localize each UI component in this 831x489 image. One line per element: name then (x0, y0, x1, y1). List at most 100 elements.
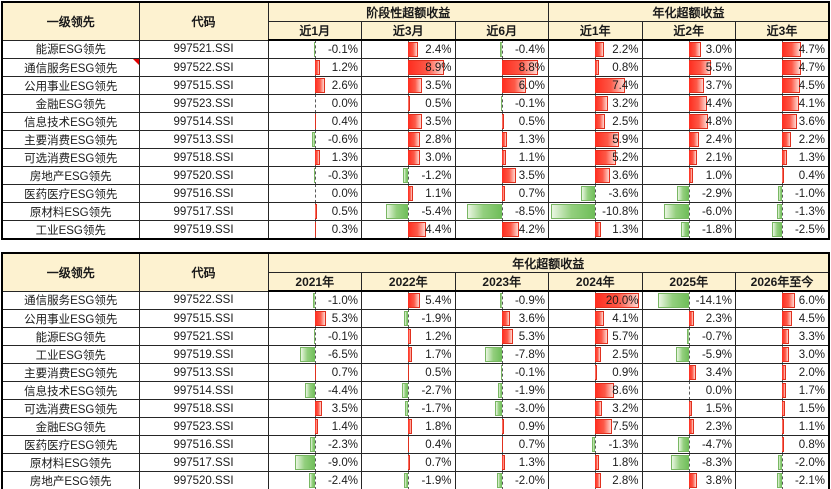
value-cell[interactable]: 0.9% (548, 363, 643, 382)
value-cell[interactable]: 3.7% (641, 76, 736, 95)
value-cell[interactable]: -2.1% (735, 471, 830, 489)
value-cell[interactable]: 4.7% (735, 58, 830, 77)
value-cell[interactable]: 1.0% (641, 166, 736, 185)
row-label-cell[interactable]: 金融ESG领先 (1, 94, 140, 113)
value-cell[interactable]: 0.9% (454, 417, 549, 436)
value-cell[interactable]: 8.9% (361, 58, 456, 77)
value-cell[interactable]: 3.6% (735, 112, 830, 131)
value-cell[interactable]: 2.5% (548, 345, 643, 364)
value-cell[interactable]: -2.3% (267, 435, 362, 454)
value-cell[interactable]: 2.3% (641, 309, 736, 328)
value-cell[interactable]: 3.5% (454, 166, 549, 185)
code-cell[interactable]: 997518.SSI (138, 399, 269, 418)
value-cell[interactable]: 0.5% (361, 94, 456, 113)
code-cell[interactable]: 997513.SSI (138, 130, 269, 149)
column-header-2024[interactable]: 2024年 (548, 272, 643, 292)
group-header-periodic-excess[interactable]: 阶段性超额收益 (267, 1, 549, 22)
value-cell[interactable]: -4.4% (267, 381, 362, 400)
code-cell[interactable]: 997519.SSI (138, 220, 269, 240)
value-cell[interactable]: 1.3% (267, 148, 362, 167)
value-cell[interactable]: 0.5% (361, 363, 456, 382)
value-cell[interactable]: 2.8% (548, 471, 643, 489)
value-cell[interactable]: 2.6% (267, 76, 362, 95)
value-cell[interactable]: 1.1% (361, 184, 456, 203)
value-cell[interactable]: -4.7% (641, 435, 736, 454)
row-label-cell[interactable]: 通信服务ESG领先 (1, 58, 140, 77)
value-cell[interactable]: 0.7% (454, 435, 549, 454)
row-label-cell[interactable]: 公用事业ESG领先 (1, 76, 140, 95)
value-cell[interactable]: 0.3% (267, 220, 362, 240)
code-cell[interactable]: 997522.SSI (138, 58, 269, 77)
value-cell[interactable]: 5.9% (548, 130, 643, 149)
value-cell[interactable]: 0.7% (454, 184, 549, 203)
value-cell[interactable]: -0.7% (641, 327, 736, 346)
row-label-cell[interactable]: 能源ESG领先 (1, 327, 140, 346)
value-cell[interactable]: 3.0% (641, 39, 736, 59)
value-cell[interactable]: 4.1% (548, 309, 643, 328)
column-header-1m[interactable]: 近1月 (267, 21, 362, 41)
value-cell[interactable]: 0.5% (267, 202, 362, 221)
value-cell[interactable]: -0.1% (267, 39, 362, 59)
value-cell[interactable]: -2.0% (454, 471, 549, 489)
row-label-cell[interactable]: 房地产ESG领先 (1, 166, 140, 185)
code-cell[interactable]: 997513.SSI (138, 363, 269, 382)
value-cell[interactable]: -0.6% (267, 130, 362, 149)
row-label-cell[interactable]: 医药医疗ESG领先 (1, 435, 140, 454)
value-cell[interactable]: 2.4% (641, 130, 736, 149)
value-cell[interactable]: -0.9% (454, 290, 549, 310)
value-cell[interactable]: 1.7% (361, 345, 456, 364)
value-cell[interactable]: -2.9% (641, 184, 736, 203)
value-cell[interactable]: 4.5% (735, 76, 830, 95)
value-cell[interactable]: 2.0% (735, 363, 830, 382)
value-cell[interactable]: 1.4% (267, 417, 362, 436)
value-cell[interactable]: 1.3% (735, 148, 830, 167)
value-cell[interactable]: 0.8% (735, 435, 830, 454)
value-cell[interactable]: 3.5% (361, 76, 456, 95)
value-cell[interactable]: -3.6% (548, 184, 643, 203)
value-cell[interactable]: 5.2% (548, 148, 643, 167)
value-cell[interactable]: 1.3% (548, 220, 643, 240)
value-cell[interactable]: -0.1% (454, 363, 549, 382)
value-cell[interactable]: 1.2% (267, 58, 362, 77)
value-cell[interactable]: 5.4% (361, 290, 456, 310)
column-header-2026ytd[interactable]: 2026年至今 (735, 272, 830, 292)
value-cell[interactable]: -0.3% (267, 166, 362, 185)
value-cell[interactable]: 3.4% (641, 363, 736, 382)
value-cell[interactable]: 1.3% (454, 453, 549, 472)
value-cell[interactable]: -1.9% (454, 381, 549, 400)
column-header-6m[interactable]: 近6月 (454, 21, 549, 41)
row-label-cell[interactable]: 医药医疗ESG领先 (1, 184, 140, 203)
value-cell[interactable]: -3.0% (454, 399, 549, 418)
value-cell[interactable]: -2.5% (735, 220, 830, 240)
value-cell[interactable]: -0.4% (454, 39, 549, 59)
value-cell[interactable]: 2.3% (641, 417, 736, 436)
code-cell[interactable]: 997515.SSI (138, 76, 269, 95)
value-cell[interactable]: -7.8% (454, 345, 549, 364)
value-cell[interactable]: -6.5% (267, 345, 362, 364)
row-label-cell[interactable]: 原材料ESG领先 (1, 202, 140, 221)
value-cell[interactable]: 0.7% (361, 453, 456, 472)
value-cell[interactable]: 3.2% (548, 399, 643, 418)
value-cell[interactable]: -1.3% (548, 435, 643, 454)
value-cell[interactable]: -1.0% (735, 184, 830, 203)
row-label-cell[interactable]: 可选消费ESG领先 (1, 399, 140, 418)
code-cell[interactable]: 997516.SSI (138, 184, 269, 203)
value-cell[interactable]: 2.1% (641, 148, 736, 167)
code-cell[interactable]: 997521.SSI (138, 39, 269, 59)
value-cell[interactable]: 0.4% (735, 166, 830, 185)
value-cell[interactable]: 3.8% (641, 471, 736, 489)
value-cell[interactable]: 0.7% (267, 363, 362, 382)
value-cell[interactable]: 0.5% (454, 112, 549, 131)
value-cell[interactable]: -1.8% (641, 220, 736, 240)
row-label-cell[interactable]: 公用事业ESG领先 (1, 309, 140, 328)
value-cell[interactable]: -8.5% (454, 202, 549, 221)
value-cell[interactable]: 1.1% (454, 148, 549, 167)
code-cell[interactable]: 997520.SSI (138, 471, 269, 489)
value-cell[interactable]: 3.5% (267, 399, 362, 418)
value-cell[interactable]: 4.4% (641, 94, 736, 113)
value-cell[interactable]: -1.2% (361, 166, 456, 185)
value-cell[interactable]: 3.6% (454, 309, 549, 328)
column-header-2022[interactable]: 2022年 (361, 272, 456, 292)
code-cell[interactable]: 997523.SSI (138, 417, 269, 436)
column-header-sector[interactable]: 一级领先 (1, 1, 140, 41)
